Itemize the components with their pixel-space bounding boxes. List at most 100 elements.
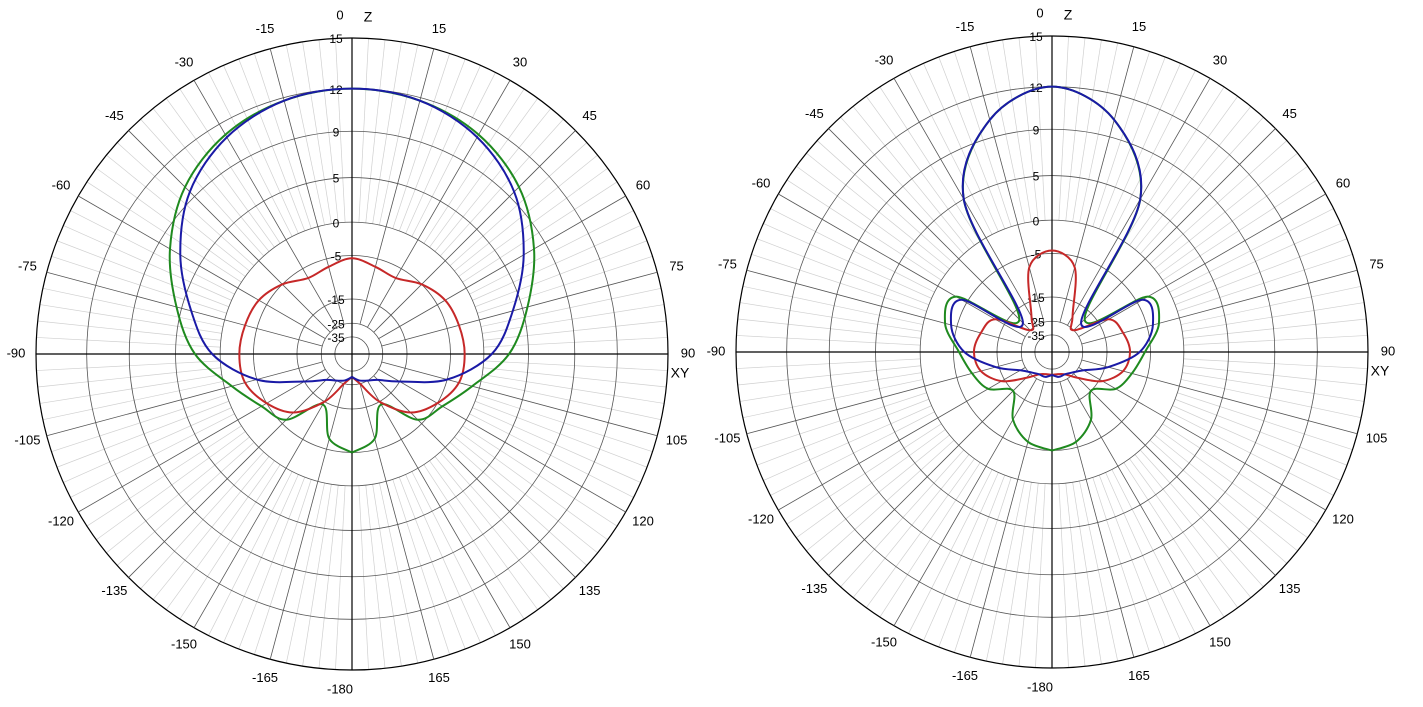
r-label: 9 (333, 125, 340, 139)
minor-spoke (1123, 86, 1225, 242)
angle-label: -90 (707, 343, 726, 358)
angle-label: -90 (7, 345, 26, 360)
minor-spoke (865, 96, 975, 246)
minor-spoke (96, 167, 246, 277)
minor-spoke (923, 472, 999, 641)
minor-spoke (1092, 51, 1150, 227)
minor-spoke (736, 358, 921, 369)
minor-spoke (238, 58, 306, 232)
spoke (746, 359, 1023, 435)
angle-label: -150 (871, 634, 897, 649)
minor-spoke (1158, 165, 1308, 275)
spoke (378, 195, 626, 339)
minor-spoke (483, 320, 667, 341)
minor-spoke (796, 165, 946, 275)
angle-label: -30 (875, 52, 894, 67)
minor-spoke (469, 210, 634, 295)
spoke (1081, 359, 1358, 435)
minor-spoke (1183, 358, 1368, 369)
minor-spoke (742, 285, 924, 325)
r-label: 0 (333, 216, 340, 230)
angle-label: -165 (952, 668, 978, 683)
minor-spoke (411, 471, 496, 636)
minor-spoke (736, 335, 921, 346)
angle-label: 120 (1332, 511, 1354, 526)
minor-spoke (335, 38, 346, 223)
minor-spoke (1180, 379, 1362, 419)
r-label: -25 (1027, 315, 1045, 329)
minor-spoke (405, 474, 481, 643)
angle-label: -150 (171, 636, 197, 651)
minor-spoke (1018, 483, 1039, 667)
angle-label: -135 (101, 583, 127, 598)
minor-spoke (1079, 42, 1119, 224)
angle-label: -45 (805, 106, 824, 121)
minor-spoke (1162, 423, 1318, 525)
minor-spoke (1149, 140, 1288, 265)
angle-label: 75 (1369, 256, 1383, 271)
minor-spoke (786, 179, 942, 281)
minor-spoke (840, 116, 965, 255)
minor-spoke (405, 65, 481, 234)
r-label: 5 (1033, 170, 1040, 184)
minor-spoke (474, 400, 648, 468)
minor-spoke (223, 65, 299, 234)
minor-spoke (742, 379, 924, 419)
r-label: -15 (1027, 291, 1045, 305)
angle-label: -75 (18, 258, 37, 273)
minor-spoke (1134, 106, 1252, 250)
minor-spoke (462, 181, 618, 283)
minor-spoke (140, 118, 265, 257)
spoke (373, 375, 576, 578)
spoke (269, 48, 345, 325)
minor-spoke (285, 482, 325, 664)
minor-spoke (954, 477, 1012, 653)
spoke (893, 378, 1037, 626)
minor-spoke (1174, 398, 1348, 466)
minor-spoke (398, 476, 466, 650)
angle-label: 45 (1282, 106, 1296, 121)
minor-spoke (1111, 469, 1196, 634)
minor-spoke (1177, 254, 1353, 312)
minor-spoke (318, 485, 339, 669)
minor-spoke (152, 456, 270, 600)
minor-spoke (1174, 238, 1348, 306)
minor-spoke (96, 431, 246, 541)
minor-spoke (938, 474, 1006, 648)
angle-label: -120 (748, 511, 774, 526)
minor-spoke (285, 44, 325, 226)
r-label: -5 (331, 250, 342, 264)
angle-label: -105 (14, 432, 40, 447)
minor-spoke (116, 441, 255, 566)
minor-spoke (865, 458, 975, 608)
spoke (269, 383, 345, 660)
spoke (359, 48, 435, 325)
spoke (193, 380, 337, 628)
minor-spoke (756, 238, 930, 306)
r-label: -35 (327, 331, 345, 345)
minor-spoke (454, 154, 598, 272)
spoke (969, 46, 1045, 323)
spoke (1078, 367, 1326, 511)
minor-spoke (37, 367, 221, 388)
angle-label: 45 (582, 108, 596, 123)
angle-label: -135 (801, 581, 827, 596)
r-label: -5 (1031, 248, 1042, 262)
angle-label: -180 (1027, 679, 1053, 694)
minor-spoke (806, 434, 950, 552)
minor-spoke (372, 484, 402, 667)
spoke (128, 130, 331, 333)
minor-spoke (751, 254, 927, 312)
spoke (367, 80, 511, 328)
minor-spoke (1169, 208, 1334, 293)
minor-spoke (411, 72, 496, 237)
minor-spoke (482, 304, 665, 334)
r-label: 9 (1033, 123, 1040, 137)
minor-spoke (480, 287, 662, 327)
pattern-curve (179, 87, 525, 384)
minor-spoke (238, 476, 306, 650)
minor-spoke (39, 374, 222, 404)
minor-spoke (179, 88, 281, 244)
spoke (1067, 78, 1211, 326)
x-axis-label: XY (671, 365, 690, 381)
